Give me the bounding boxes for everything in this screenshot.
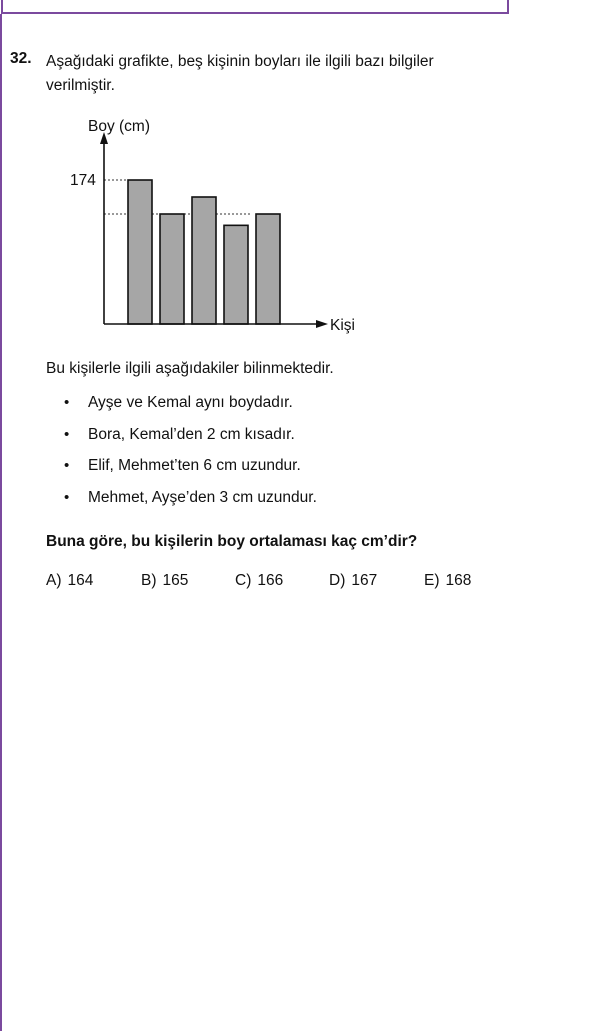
option-value: 167 [351,572,378,589]
option-c[interactable]: C) 166 [235,572,283,590]
x-axis-arrow [316,320,328,328]
bar-4 [223,224,249,325]
bar-3 [191,196,217,325]
height-bar-chart: Boy (cm) Kişi 174 [70,118,355,334]
bar-5 [255,213,281,325]
option-letter: E) [424,572,440,589]
bullet-icon: • [64,425,70,443]
condition-text: Ayşe ve Kemal aynı boydadır. [88,394,293,411]
bullet-icon: • [64,457,70,474]
conditions-intro: Bu kişilerle ilgili aşağıdakiler bilinme… [46,360,334,377]
option-a[interactable]: A) 164 [46,572,93,590]
x-axis-label: Kişi [330,317,355,334]
chart-reference-lines [104,179,250,215]
option-letter: A) [46,572,62,589]
option-value: 168 [445,572,472,589]
option-letter: B) [141,572,157,589]
question-number: 32. [10,50,32,67]
bar-2 [159,213,185,325]
question-stem: Aşağıdaki grafikte, beş kişinin boyları … [46,53,434,94]
page-margin-rule [0,14,2,1031]
condition-text: Mehmet, Ayşe’den 3 cm uzundur. [88,488,317,506]
bar-1 [127,179,153,325]
condition-text: Bora, Kemal’den 2 cm kısadır. [88,425,295,443]
chart-bars [127,179,281,325]
bullet-icon: • [64,394,70,411]
previous-question-box [1,0,509,14]
condition-text: Elif, Mehmet’ten 6 cm uzundur. [88,457,301,474]
question-prompt: Buna göre, bu kişilerin boy ortalaması k… [46,533,418,550]
option-d[interactable]: D) 167 [329,572,377,590]
option-value: 164 [67,572,94,589]
y-axis-label: Boy (cm) [88,118,150,135]
option-value: 165 [162,572,189,589]
answer-options: A) 164 B) 165 C) 166 D) 167 E) 168 [46,572,506,594]
option-e[interactable]: E) 168 [424,572,471,590]
option-letter: C) [235,572,252,589]
option-b[interactable]: B) 165 [141,572,188,590]
bullet-icon: • [64,488,70,506]
option-letter: D) [329,572,346,589]
y-axis-arrow [100,132,108,144]
option-value: 166 [257,572,284,589]
y-tick-label-174: 174 [70,172,96,189]
